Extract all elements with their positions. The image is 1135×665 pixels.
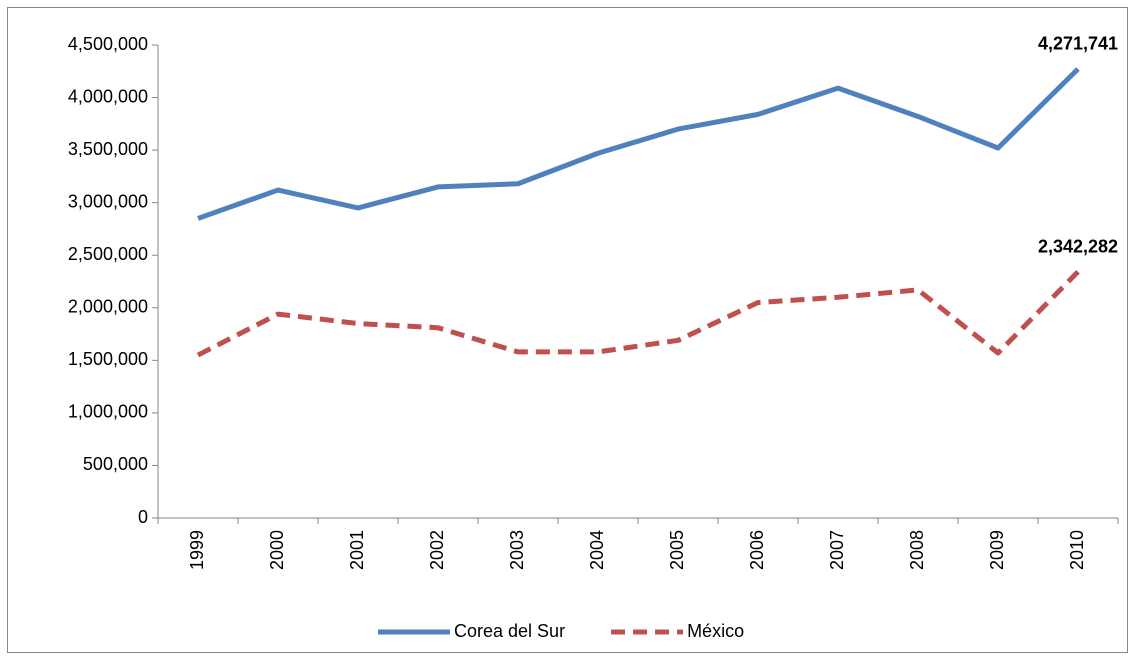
y-tick-label: 1,000,000	[68, 402, 148, 422]
chart-border	[7, 7, 1128, 653]
x-tick-label: 2000	[267, 530, 287, 570]
y-tick-label: 4,500,000	[68, 34, 148, 54]
x-tick-label: 2003	[507, 530, 527, 570]
series-line	[197, 67, 1080, 221]
y-tick-label: 0	[138, 507, 148, 527]
y-tick-label: 2,000,000	[68, 297, 148, 317]
y-tick-label: 2,500,000	[68, 244, 148, 264]
x-tick-label: 2010	[1067, 530, 1087, 570]
data-label: 2,342,282	[1038, 237, 1118, 257]
x-tick-label: 2001	[347, 530, 367, 570]
x-tick-label: 2009	[987, 530, 1007, 570]
legend-label: Corea del Sur	[454, 621, 565, 641]
y-tick-label: 1,500,000	[68, 349, 148, 369]
series-line	[196, 270, 1080, 358]
x-tick-label: 2002	[427, 530, 447, 570]
data-label: 4,271,741	[1038, 34, 1118, 54]
x-tick-label: 2007	[827, 530, 847, 570]
x-tick-label: 1999	[187, 530, 207, 570]
y-tick-label: 500,000	[83, 454, 148, 474]
y-tick-label: 4,000,000	[68, 86, 148, 106]
y-tick-label: 3,500,000	[68, 139, 148, 159]
y-tick-label: 3,000,000	[68, 191, 148, 211]
x-tick-label: 2008	[907, 530, 927, 570]
x-tick-label: 2005	[667, 530, 687, 570]
x-tick-label: 2004	[587, 530, 607, 570]
x-tick-label: 2006	[747, 530, 767, 570]
legend-label: México	[687, 621, 744, 641]
